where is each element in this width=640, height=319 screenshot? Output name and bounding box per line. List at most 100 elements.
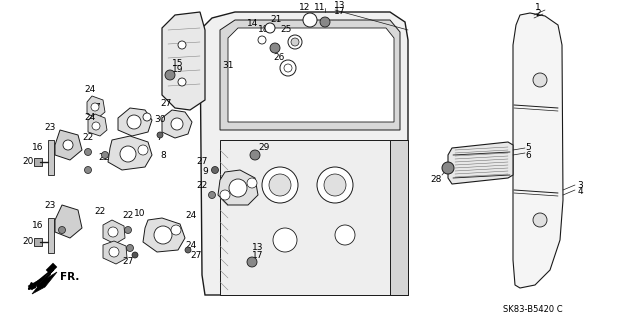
Text: 27: 27 [190,250,202,259]
Text: 7: 7 [94,102,100,112]
Bar [48,218,54,253]
Polygon shape [162,110,192,138]
Circle shape [273,228,297,252]
Text: 25: 25 [280,26,292,34]
Circle shape [211,167,218,174]
Circle shape [324,174,346,196]
Circle shape [157,132,163,138]
Text: 24: 24 [185,211,196,219]
Bar [34,158,42,166]
Text: 15: 15 [172,58,184,68]
Circle shape [125,226,131,234]
Circle shape [143,113,151,121]
Text: 22: 22 [94,207,106,217]
Polygon shape [103,220,125,244]
Circle shape [303,13,317,27]
Circle shape [109,247,119,257]
Text: 20: 20 [22,238,34,247]
Circle shape [138,145,148,155]
Text: 24: 24 [84,114,95,122]
Text: 12: 12 [300,4,310,12]
Circle shape [284,64,292,72]
Circle shape [92,122,100,130]
Circle shape [288,35,302,49]
Circle shape [58,226,65,234]
Text: 27: 27 [160,99,172,108]
Text: SK83-B5420 C: SK83-B5420 C [504,305,563,314]
Circle shape [220,190,230,200]
Circle shape [291,38,299,46]
Polygon shape [200,12,408,295]
Text: 11: 11 [314,4,326,12]
Text: 17: 17 [334,8,346,17]
Polygon shape [218,170,258,205]
Circle shape [335,225,355,245]
Circle shape [533,213,547,227]
Circle shape [127,115,141,129]
Circle shape [102,152,109,159]
Circle shape [84,167,92,174]
Polygon shape [390,140,408,295]
Text: 19: 19 [172,65,184,75]
Circle shape [209,191,216,198]
Text: 13: 13 [252,243,264,253]
Text: 22: 22 [83,133,93,143]
Text: 31: 31 [222,61,234,70]
Circle shape [91,103,99,111]
Polygon shape [143,218,185,252]
Circle shape [178,41,186,49]
Circle shape [262,167,298,203]
Bar [48,140,54,175]
Polygon shape [162,12,205,110]
Circle shape [171,118,183,130]
Circle shape [229,179,247,197]
Text: FR.: FR. [60,272,79,282]
Text: 18: 18 [259,26,269,34]
Polygon shape [118,108,152,136]
Polygon shape [513,13,563,288]
Text: 29: 29 [258,144,269,152]
Circle shape [269,174,291,196]
Circle shape [165,70,175,80]
Text: 23: 23 [44,123,56,132]
Circle shape [533,73,547,87]
Text: 5: 5 [525,144,531,152]
Circle shape [320,17,330,27]
Circle shape [120,146,136,162]
Circle shape [250,150,260,160]
Text: 3: 3 [577,181,583,189]
Text: 4: 4 [577,188,583,197]
Circle shape [270,43,280,53]
Text: 21: 21 [270,16,282,25]
Polygon shape [220,140,408,295]
Polygon shape [103,241,127,264]
Circle shape [84,149,92,155]
Polygon shape [55,130,82,160]
Text: 22: 22 [196,181,208,189]
Text: 28: 28 [431,175,442,184]
Circle shape [154,226,172,244]
Text: 14: 14 [247,19,259,28]
Circle shape [317,167,353,203]
Circle shape [280,60,296,76]
Text: 27: 27 [196,158,208,167]
Text: 16: 16 [32,220,44,229]
Text: 22: 22 [99,153,109,162]
Text: 16: 16 [32,144,44,152]
Circle shape [247,257,257,267]
Polygon shape [32,272,57,294]
Polygon shape [448,142,513,184]
Text: 6: 6 [525,151,531,160]
Polygon shape [220,20,400,130]
Circle shape [171,225,181,235]
Text: 26: 26 [273,54,285,63]
Circle shape [132,252,138,258]
Circle shape [258,36,266,44]
Polygon shape [28,263,57,290]
Circle shape [442,162,454,174]
Polygon shape [87,96,105,118]
Text: 7: 7 [156,133,162,143]
Bar [34,238,42,246]
Circle shape [127,244,134,251]
Polygon shape [55,205,82,238]
